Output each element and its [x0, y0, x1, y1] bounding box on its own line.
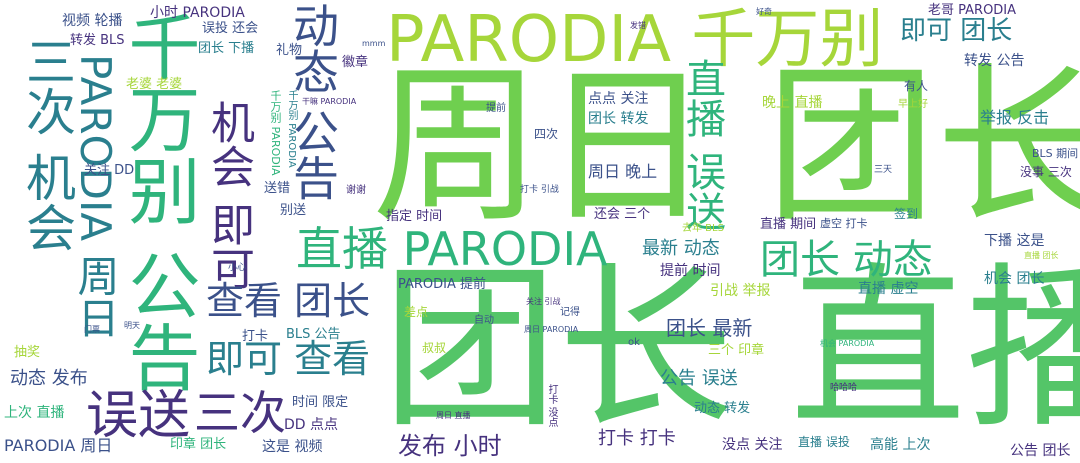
word-wutou-haihui: 误投 还会 — [202, 21, 259, 36]
word-zhuanfa-bls: 转发 BLS — [70, 33, 125, 48]
word-jide: 记得 — [560, 307, 580, 318]
word-zheshi-shipin: 这是 视频 — [262, 439, 323, 455]
word-facuo: 发错 — [630, 21, 646, 30]
word-xiabo-zheshi: 下播 这是 — [984, 233, 1045, 249]
word-ganma-parodia: 干嘛 PARODIA — [302, 97, 357, 106]
word-guanzhu-yinzhan: 关注 引战 — [526, 297, 561, 306]
word-xiaoshi-parodia: 小时 PARODIA — [150, 5, 245, 21]
word-parodia-qianwanbie: PARODIA 千万别 — [386, 3, 884, 77]
word-zhibo-xukong: 直播 虚空 — [858, 281, 919, 297]
word-gaoneng-shangci: 高能 上次 — [870, 437, 931, 453]
word-jubao-fanji: 举报 反击 — [980, 108, 1050, 127]
word-dongtai-gonggao: 动态 公告 — [286, 2, 340, 201]
word-zhibo-wusong: 直播 误送 — [679, 58, 725, 231]
word-jihui-tuanzhang: 机会 团长 — [984, 271, 1045, 287]
word-chakan-tuanzhang: 查看 团长 — [206, 279, 371, 323]
word-tuanzhang-zuixin: 团长 最新 — [666, 316, 753, 340]
word-zaoshanghao: 早上好 — [898, 99, 928, 110]
word-hahaha: 哈哈哈 — [830, 383, 858, 393]
word-laopo-laopo: 老婆 老婆 — [126, 77, 183, 92]
word-jihui-parodia: 机会 PARODIA — [820, 339, 875, 348]
word-tuanzhang-xiabo: 团长 下播 — [198, 41, 255, 56]
word-sange-yinzhang: 三个 印章 — [708, 343, 765, 358]
word-youren: 有人 — [904, 79, 929, 93]
word-shijian-xianding: 时间 限定 — [292, 395, 349, 410]
word-zuixin-dongtai: 最新 动态 — [642, 238, 720, 259]
word-zhuanfa-gonggao: 转发 公告 — [964, 53, 1025, 69]
word-dongtai-zhuanfa: 动态 转发 — [694, 401, 751, 416]
word-yinzhan-jubao: 引战 举报 — [710, 283, 771, 299]
word-qianwanbie-parodia-b: 千万别 PARODIA — [286, 90, 297, 168]
word-yinzhang-tuanzhang: 印章 团长 — [170, 437, 227, 452]
word-shipin-lunbo: 视频 轮播 — [62, 13, 123, 29]
word-shangci-zhibo: 上次 直播 — [4, 405, 65, 421]
word-sanci: 三次 — [194, 386, 286, 440]
word-choujiang: 抽奖 — [14, 345, 41, 360]
word-bls-gonggao: BLS 公告 — [286, 327, 341, 342]
word-wanshang-zhibo: 晚上 直播 — [762, 95, 823, 111]
word-meishi-sanci: 没事 三次 — [1020, 165, 1072, 179]
word-sanci-jihui: 三次 机会 — [18, 36, 76, 252]
word-tiqian: 提前 — [486, 103, 506, 114]
word-chadian: 差点 — [404, 305, 429, 319]
word-zhiding-shijian: 指定 时间 — [386, 209, 443, 224]
word-parodia-zhouri-bottom: PARODIA 周日 — [4, 436, 113, 455]
word-mingtian: 明天 — [124, 321, 140, 330]
word-gonggao-tuanzhang: 公告 团长 — [1010, 443, 1071, 459]
word-xiaoxin: 小心 — [228, 263, 247, 273]
word-wusong: 误送 — [86, 386, 191, 446]
word-zhibo-qijian: 直播 期间 — [760, 217, 817, 232]
word-dd-diandian: DD 点点 — [284, 417, 339, 433]
word-haihui-sange: 还会 三个 — [594, 207, 651, 222]
word-menpiao: 门票 — [84, 325, 100, 334]
word-qianwanbie-gonggao: 千万别 公告 — [116, 10, 200, 393]
word-jike-tuanzhang: 即可 团长 — [900, 16, 1013, 46]
word-biesong: 别送 — [280, 203, 307, 218]
word-jihui-jike: 机会 即可 — [203, 100, 254, 290]
word-jike-chakan: 即可 查看 — [206, 337, 371, 381]
word-shushu: 叔叔 — [422, 341, 447, 355]
word-tiqian-shijian: 提前 时间 — [660, 263, 721, 279]
word-meidian-guanzhu: 没点 关注 — [722, 437, 783, 453]
word-zhouri-wanshang: 周日 晚上 — [588, 162, 658, 181]
word-daka-daka: 打卡 打卡 — [598, 428, 676, 449]
word-parodia-tiqian: PARODIA 提前 — [398, 277, 487, 292]
word-zhouri-parodia: 周日 PARODIA — [524, 325, 579, 334]
word-mmm: mmm — [362, 39, 386, 48]
word-zhibo-wutou: 直播 误投 — [798, 435, 850, 449]
word-haoqi: 好奇 — [756, 7, 772, 16]
word-xiexie: 谢谢 — [346, 185, 366, 196]
word-qianwanbie-parodia-a: 千万别 PARODIA — [269, 90, 282, 176]
word-songcuo: 送错 — [264, 181, 291, 196]
word-daka: 打卡 — [242, 329, 269, 344]
word-qunian-bls: 去年 BLS — [682, 223, 724, 234]
word-parodia-zhouri-vertical: PARODIA 周日 — [71, 54, 120, 339]
word-dongtai-fabu: 动态 发布 — [10, 368, 88, 389]
word-gonggao-wusong: 公告 误送 — [660, 368, 738, 389]
word-sici: 四次 — [534, 127, 559, 141]
word-daka-yinzhan: 打卡 引战 — [520, 185, 559, 195]
word-ok: ok — [628, 337, 640, 348]
word-fabu-xiaoshi: 发布 小时 — [398, 432, 502, 460]
word-tuanzhang-zhibo: 团长 直播 — [382, 247, 1080, 452]
word-santian: 三天 — [874, 165, 893, 175]
word-guanzhu-dd: 关注 DD — [84, 163, 135, 178]
word-xukong-daka: 虚空 打卡 — [820, 217, 868, 230]
word-zhibo-tuanzhang: 直播 团长 — [1024, 251, 1059, 260]
word-huizhang: 徽章 — [342, 55, 369, 70]
word-laoge-parodia: 老哥 PARODIA — [928, 3, 1017, 18]
word-diandian-guanzhu: 点点 关注 — [588, 91, 649, 107]
word-tuanzhang-zhuanfa: 团长 转发 — [588, 111, 649, 127]
word-zhouri-zhibo: 周日 直播 — [436, 411, 471, 420]
word-qiandao: 签到 — [894, 207, 919, 221]
word-zhouri-tuanzhang: 周日 团长 — [372, 48, 1080, 246]
word-tuanzhang-dongtai: 团长 动态 — [760, 237, 933, 283]
word-zhibo-parodia: 直播 PARODIA — [296, 222, 608, 276]
word-daka-meidian: 打卡 没点 — [546, 384, 557, 428]
word-liwu: 礼物 — [276, 43, 303, 58]
word-bls-qijian: BLS 期间 — [1032, 147, 1079, 160]
word-zidong: 自动 — [474, 315, 494, 326]
